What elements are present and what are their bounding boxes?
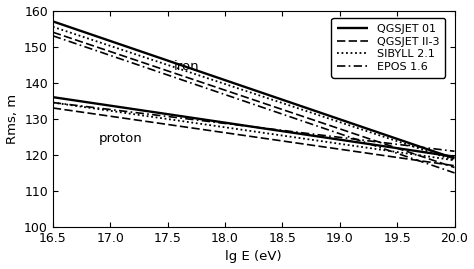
Text: iron: iron xyxy=(173,60,199,73)
Text: proton: proton xyxy=(99,132,143,145)
Y-axis label: Rms, m: Rms, m xyxy=(6,94,18,144)
Legend: QGSJET 01, QGSJET II-3, SIBYLL 2.1, EPOS 1.6: QGSJET 01, QGSJET II-3, SIBYLL 2.1, EPOS… xyxy=(331,18,445,78)
X-axis label: lg E (eV): lg E (eV) xyxy=(225,250,282,263)
